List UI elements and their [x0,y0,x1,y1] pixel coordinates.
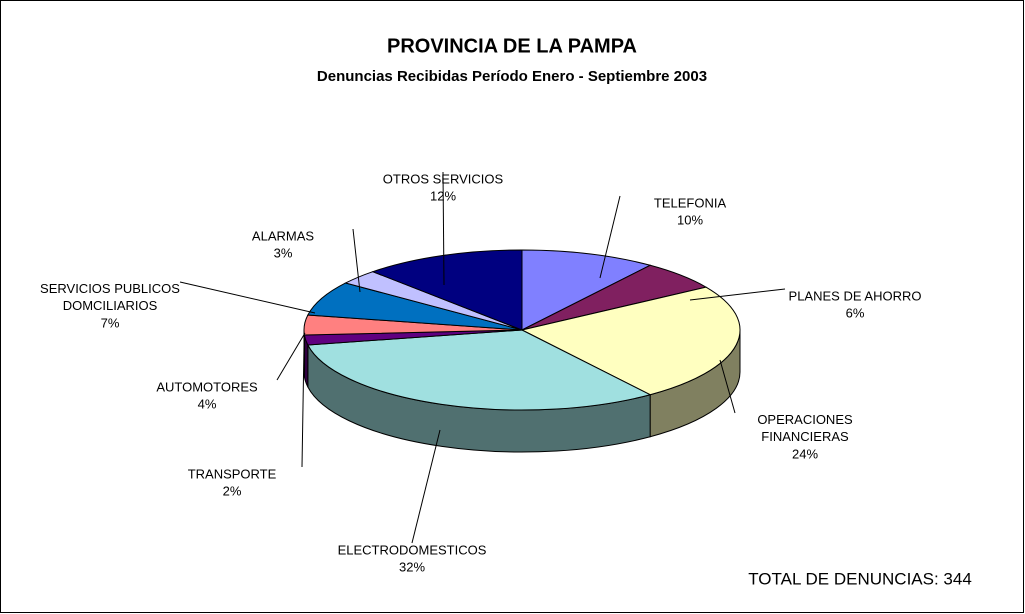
category-label: ELECTRODOMESTICOS [338,542,487,557]
value-label: 24% [792,446,818,461]
category-label: ALARMAS [252,228,314,243]
value-label: 3% [274,245,293,260]
value-label: 32% [399,559,425,574]
leader-line [301,344,305,468]
value-label: 7% [101,315,120,330]
category-label: PLANES DE AHORRO [789,288,922,303]
leader-line [276,332,306,381]
category-label: TRANSPORTE [188,466,277,481]
value-label: 12% [430,188,456,203]
leader-line [689,288,786,301]
slice [521,249,652,331]
leader-line [442,171,445,286]
annotation: TOTAL DE DENUNCIAS: 344 [748,569,972,588]
chart-subtitle: Denuncias Recibidas Período Enero - Sept… [317,68,707,85]
leader-line [599,195,621,279]
chart-title: PROVINCIA DE LA PAMPA [387,35,637,57]
category-label: AUTOMOTORES [156,379,258,394]
slice [520,286,741,396]
slice [307,329,652,411]
leader-line [411,429,441,544]
slice [371,249,523,331]
leader-line [179,281,316,314]
category-label: OPERACIONES FINANCIERAS [757,412,853,444]
category-label: SERVICIOS PUBLICOS DOMCILIARIOS [40,281,180,313]
value-label: 2% [223,483,242,498]
value-label: 10% [677,212,703,227]
value-label: 4% [198,396,217,411]
leader-line [352,228,361,293]
category-label: TELEFONIA [654,195,727,210]
value-label: 6% [846,305,865,320]
category-label: OTROS SERVICIOS [383,171,504,186]
leader-line [719,359,736,414]
